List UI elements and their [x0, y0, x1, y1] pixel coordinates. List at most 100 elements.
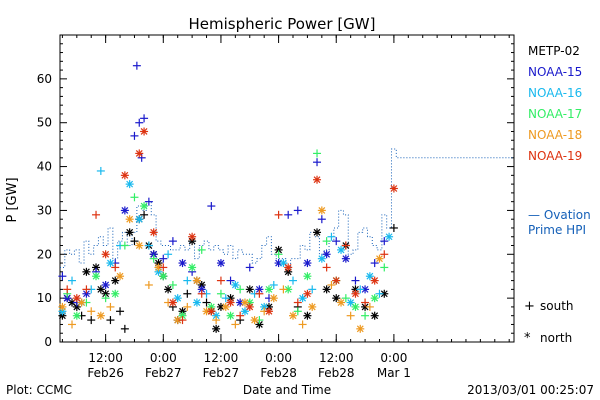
- metp-02-point: [164, 285, 173, 294]
- metp-02-point: [183, 289, 192, 298]
- noaa-15-point: [317, 215, 326, 224]
- noaa-15-point: [226, 276, 235, 285]
- noaa-18-point: [231, 320, 240, 329]
- noaa-19-point: [322, 263, 331, 272]
- metp-02-point: [87, 316, 96, 325]
- x-tick-label: 12:00: [88, 351, 123, 365]
- noaa-16-point: [183, 276, 192, 285]
- noaa-16-point: [192, 298, 201, 307]
- metp-02-point: [303, 311, 312, 320]
- noaa-17-point: [159, 272, 168, 281]
- noaa-15-point: [159, 254, 168, 263]
- metp-02-point: [130, 237, 139, 246]
- noaa-16-point: [68, 276, 77, 285]
- noaa-15-point: [140, 114, 149, 123]
- noaa-18-point: [289, 311, 298, 320]
- noaa-17-point: [140, 202, 149, 211]
- noaa-17-point: [120, 241, 129, 250]
- noaa-17-point: [361, 311, 370, 320]
- noaa-19-point: [389, 184, 398, 193]
- noaa-17-point: [351, 302, 360, 311]
- noaa-18-point: [337, 298, 346, 307]
- x-tick-date: Feb27: [203, 366, 240, 380]
- noaa-16-point: [289, 276, 298, 285]
- y-tick-label: 20: [37, 247, 52, 261]
- noaa-17-point: [216, 289, 225, 298]
- x-tick-label: 0:00: [380, 351, 407, 365]
- chart-title: Hemispheric Power [GW]: [189, 15, 376, 33]
- noaa-19-point: [274, 210, 283, 219]
- noaa-17-point: [92, 272, 101, 281]
- legend-noaa-18: NOAA-18: [528, 128, 582, 142]
- noaa-16-point: [135, 215, 144, 224]
- noaa-15-point: [144, 197, 153, 206]
- plot-credit: Plot: CCMC: [6, 383, 72, 397]
- y-tick-label: 10: [37, 291, 52, 305]
- noaa-19-point: [236, 311, 245, 320]
- noaa-15-point: [178, 259, 187, 268]
- noaa-16-point: [375, 289, 384, 298]
- noaa-15-point: [255, 285, 264, 294]
- noaa-19-point: [82, 285, 91, 294]
- x-tick-label: 0:00: [265, 351, 292, 365]
- metp-02-point: [389, 223, 398, 232]
- y-tick-label: 30: [37, 203, 52, 217]
- noaa-18-point: [96, 311, 105, 320]
- noaa-19-point: [135, 149, 144, 158]
- noaa-17-point: [111, 289, 120, 298]
- noaa-19-point: [245, 302, 254, 311]
- noaa-17-point: [130, 193, 139, 202]
- noaa-15-point: [168, 237, 177, 246]
- y-axis: 0 10 20 30 40 50 60: [37, 34, 514, 349]
- noaa-18-point: [125, 215, 134, 224]
- legend-noaa-16: NOAA-16: [528, 86, 582, 100]
- noaa-17-point: [226, 311, 235, 320]
- noaa-19-point: [140, 127, 149, 136]
- noaa-19-point: [72, 294, 81, 303]
- noaa-19-point: [101, 250, 110, 259]
- noaa-19-point: [178, 316, 187, 325]
- metp-02-point: [313, 228, 322, 237]
- marker-key-symbol: *: [524, 331, 531, 346]
- marker-key-symbol: +: [524, 299, 535, 314]
- noaa-17-point: [188, 263, 197, 272]
- ovation-step-line: [60, 148, 513, 268]
- noaa-15-point: [341, 254, 350, 263]
- noaa-18-point: [356, 324, 365, 333]
- noaa-17-point: [72, 311, 81, 320]
- noaa-15-point: [130, 131, 139, 140]
- noaa-19-point: [120, 171, 129, 180]
- noaa-15-point: [245, 263, 254, 272]
- noaa-19-point: [63, 285, 72, 294]
- noaa-18-point: [58, 302, 67, 311]
- x-axis: 12:00Feb260:00Feb2712:00Feb270:00Feb2812…: [61, 35, 510, 380]
- metp-02-point: [120, 324, 129, 333]
- noaa-19-point: [255, 289, 264, 298]
- noaa-19-point: [380, 250, 389, 259]
- metp-02-point: [116, 307, 125, 316]
- noaa-16-point: [125, 180, 134, 189]
- noaa-15-point: [58, 272, 67, 281]
- noaa-18-point: [173, 316, 182, 325]
- legend: METP-02 NOAA-15 NOAA-16 NOAA-17 NOAA-18 NOAA-…: [528, 44, 582, 163]
- noaa-15-point: [120, 206, 129, 215]
- legend-metp-02: METP-02: [528, 44, 580, 58]
- legend-noaa-17: NOAA-17: [528, 107, 582, 121]
- noaa-15-point: [303, 259, 312, 268]
- x-tick-label: 12:00: [319, 351, 354, 365]
- x-tick-label: 12:00: [204, 351, 239, 365]
- noaa-19-point: [293, 298, 302, 307]
- noaa-17-point: [197, 245, 206, 254]
- noaa-18-point: [365, 302, 374, 311]
- noaa-19-point: [361, 298, 370, 307]
- noaa-16-point: [96, 166, 105, 175]
- noaa-19-point: [370, 276, 379, 285]
- noaa-15-point: [63, 294, 72, 303]
- noaa-17-point: [370, 294, 379, 303]
- x-tick-date: Feb28: [260, 366, 297, 380]
- noaa-15-point: [380, 237, 389, 246]
- noaa-18-point: [68, 320, 77, 329]
- noaa-17-point: [341, 294, 350, 303]
- noaa-19-point: [207, 307, 216, 316]
